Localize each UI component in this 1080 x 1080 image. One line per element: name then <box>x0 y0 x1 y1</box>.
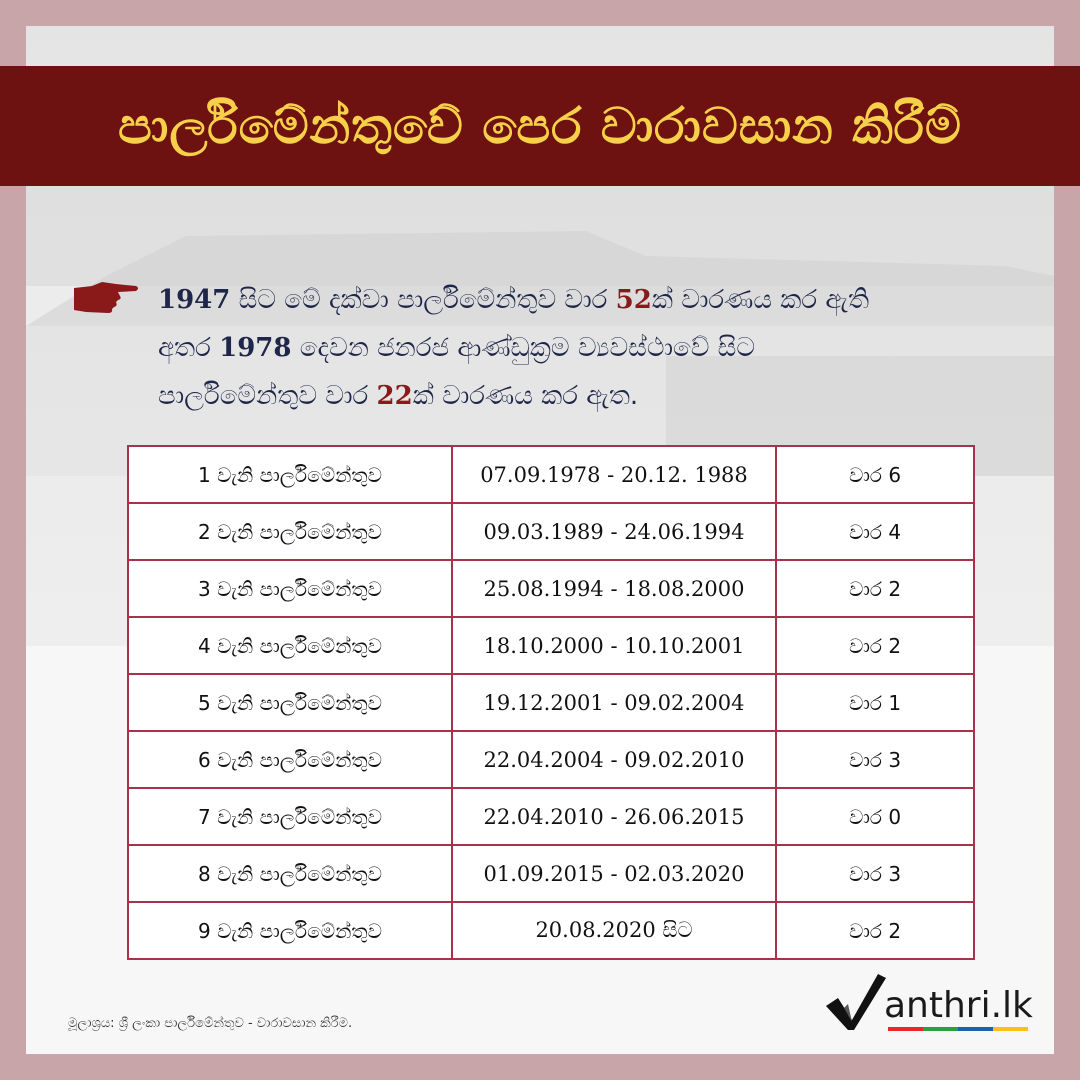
times-cell: වාර 1 <box>776 674 975 732</box>
intro-line-3: පාර්ලිමේන්තුව වාර 22ක් වාරණය කර ඇත. <box>158 381 639 411</box>
times-cell: වාර 2 <box>776 902 975 960</box>
table-row: 5 වැනි පාර්ලිමේන්තුව 19.12.2001 - 09.02.… <box>127 674 975 732</box>
times-cell: වාර 6 <box>776 446 975 504</box>
table-row: 6 වැනි පාර්ලිමේන්තුව 22.04.2004 - 09.02.… <box>127 731 975 789</box>
period-cell: 20.08.2020 සිට <box>451 902 777 960</box>
parliament-cell: 2 වැනි පාර්ලිමේන්තුව <box>127 503 452 561</box>
table-row: 3 වැනි පාර්ලිමේන්තුව 25.08.1994 - 18.08.… <box>127 560 975 618</box>
checkmark-m-logo-icon <box>826 974 886 1030</box>
times-cell: වාර 2 <box>776 560 975 618</box>
intro-line-2: අතර 1978 දෙවන ජනරජ ආණ්ඩුක්‍රම ව්‍යවස්ථාව… <box>158 333 756 363</box>
parliament-cell: 1 වැනි පාර්ලිමේන්තුව <box>127 446 452 504</box>
logo-bar-red <box>888 1027 923 1031</box>
parliament-cell: 4 වැනි පාර්ලිමේන්තුව <box>127 617 452 675</box>
pointing-hand-icon <box>74 282 138 313</box>
table-row: 7 වැනි පාර්ලිමේන්තුව 22.04.2010 - 26.06.… <box>127 788 975 846</box>
times-cell: වාර 3 <box>776 845 975 903</box>
page-title: පාර්ලිමේන්තුවේ පෙර වාරාවසාන කිරීම් <box>118 96 962 155</box>
times-cell: වාර 2 <box>776 617 975 675</box>
parliament-cell: 7 වැනි පාර්ලිමේන්තුව <box>127 788 452 846</box>
table-row: 4 වැනි පාර්ලිමේන්තුව 18.10.2000 - 10.10.… <box>127 617 975 675</box>
parliament-cell: 9 වැනි පාර්ලිමේන්තුව <box>127 902 452 960</box>
table-row: 9 වැනි පාර්ලිමේන්තුව 20.08.2020 සිට වාර … <box>127 902 975 960</box>
intro-line-1: 1947 සිට මේ දක්වා පාර්ලිමේන්තුව වාර 52ක්… <box>158 285 870 315</box>
period-cell: 25.08.1994 - 18.08.2000 <box>451 560 777 618</box>
parliament-cell: 5 වැනි පාර්ලිමේන්තුව <box>127 674 452 732</box>
period-cell: 09.03.1989 - 24.06.1994 <box>451 503 777 561</box>
period-cell: 07.09.1978 - 20.12. 1988 <box>451 446 777 504</box>
period-cell: 18.10.2000 - 10.10.2001 <box>451 617 777 675</box>
times-cell: වාර 4 <box>776 503 975 561</box>
logo-bar-blue <box>958 1027 993 1031</box>
period-cell: 01.09.2015 - 02.03.2020 <box>451 845 777 903</box>
period-cell: 22.04.2004 - 09.02.2010 <box>451 731 777 789</box>
intro-paragraph: 1947 සිට මේ දක්වා පාර්ලිමේන්තුව වාර 52ක්… <box>158 276 992 420</box>
logo-bar-yellow <box>993 1027 1028 1031</box>
parliament-cell: 6 වැනි පාර්ලිමේන්තුව <box>127 731 452 789</box>
parliament-cell: 3 වැනි පාර්ලිමේන්තුව <box>127 560 452 618</box>
prorogation-table: 1 වැනි පාර්ලිමේන්තුව 07.09.1978 - 20.12.… <box>127 445 975 960</box>
intro-section: 1947 සිට මේ දක්වා පාර්ලිමේන්තුව වාර 52ක්… <box>72 276 992 420</box>
period-cell: 22.04.2010 - 26.06.2015 <box>451 788 777 846</box>
table-row: 1 වැනි පාර්ලිමේන්තුව 07.09.1978 - 20.12.… <box>127 446 975 504</box>
logo-color-bar <box>888 1027 1028 1031</box>
logo-bar-green <box>923 1027 958 1031</box>
parliament-cell: 8 වැනි පාර්ලිමේන්තුව <box>127 845 452 903</box>
source-note: මූලාශ්‍රය: ශ්‍රී ලංකා පාර්ලිමේන්තුව - වා… <box>68 1016 353 1031</box>
times-cell: වාර 0 <box>776 788 975 846</box>
times-cell: වාර 3 <box>776 731 975 789</box>
table-row: 2 වැනි පාර්ලිමේන්තුව 09.03.1989 - 24.06.… <box>127 503 975 561</box>
title-banner: පාර්ලිමේන්තුවේ පෙර වාරාවසාන කිරීම් <box>0 66 1080 186</box>
period-cell: 19.12.2001 - 09.02.2004 <box>451 674 777 732</box>
logo-wordmark: anthri.lk <box>884 985 1033 1026</box>
table-row: 8 වැනි පාර්ලිමේන්තුව 01.09.2015 - 02.03.… <box>127 845 975 903</box>
